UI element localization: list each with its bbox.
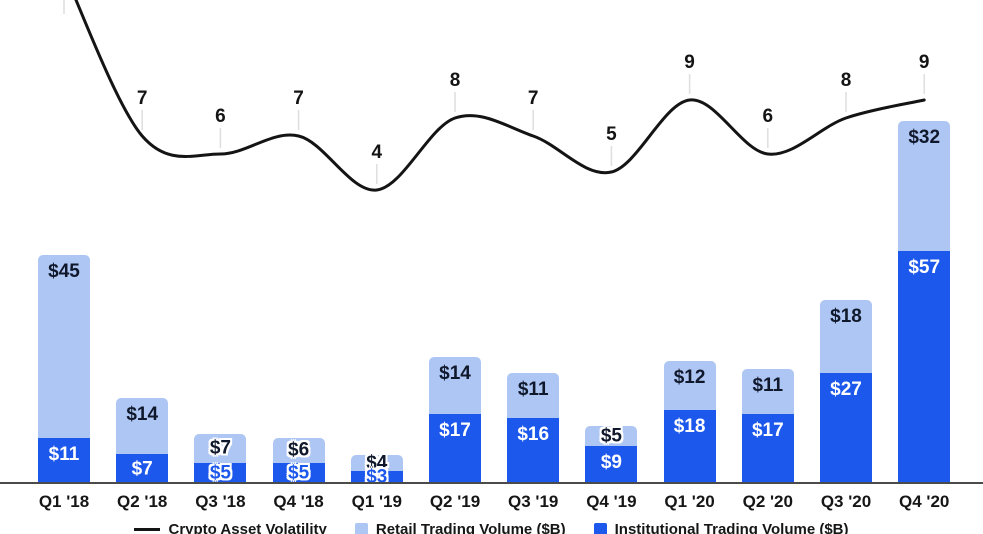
bar-value-label-institutional: $9 bbox=[600, 452, 622, 474]
bar-value-label-retail: $6 bbox=[288, 439, 310, 461]
bar-segment-institutional: $27 bbox=[820, 373, 872, 483]
bar-segment-retail: $14 bbox=[116, 397, 169, 455]
legend-item: Institutional Trading Volume ($B) bbox=[593, 521, 849, 534]
bar-segment-retail: $32 bbox=[898, 120, 951, 251]
bar-value-label-retail: $14 bbox=[126, 403, 159, 425]
volatility-value-label: 8 bbox=[841, 70, 852, 91]
bar-segment-retail: $11 bbox=[507, 373, 560, 418]
bar-value-label-retail: $12 bbox=[673, 366, 706, 388]
bar-group: $14 $7 bbox=[116, 397, 169, 483]
bar-group: $6 $5 bbox=[272, 438, 325, 483]
x-tick-label: Q4 '20 bbox=[899, 492, 950, 511]
x-tick-label: Q1 '20 bbox=[664, 492, 715, 511]
bar-segment-retail: $14 bbox=[429, 356, 481, 414]
bar-value-label-institutional: $3 bbox=[366, 466, 388, 488]
bar-segment-institutional: $17 bbox=[429, 413, 481, 483]
volatility-value-label: 8 bbox=[450, 70, 461, 91]
x-tick-label: Q1 '18 bbox=[38, 492, 90, 511]
x-tick-label: Q3 '18 bbox=[195, 492, 246, 511]
bar-segment-retail: $12 bbox=[663, 360, 716, 410]
bar-value-label-retail: $45 bbox=[48, 261, 80, 283]
bar-value-label-institutional: $57 bbox=[908, 257, 941, 278]
volatility-value-label: 7 bbox=[137, 88, 148, 109]
bar-group: $11 $17 bbox=[741, 369, 794, 483]
bar-value-label-institutional: $5 bbox=[209, 462, 231, 484]
bar-segment-institutional: $5 bbox=[272, 462, 325, 483]
bar-value-label-retail: $14 bbox=[439, 362, 471, 384]
x-tick-label: Q4 '18 bbox=[273, 492, 324, 511]
volatility-value-label: 6 bbox=[763, 106, 774, 127]
bar-value-label-retail: $11 bbox=[752, 375, 784, 397]
bar-value-label-retail: $11 bbox=[517, 379, 549, 401]
x-tick-label: Q2 '20 bbox=[742, 492, 793, 511]
bar-value-label-retail: $7 bbox=[209, 437, 231, 459]
volatility-value-label: 4 bbox=[372, 142, 383, 163]
x-tick-label: Q2 '18 bbox=[117, 492, 168, 511]
bar-group: $7 $5 bbox=[194, 434, 247, 483]
legend: Crypto Asset Volatility Retail Trading Vo… bbox=[0, 521, 983, 534]
volatility-line bbox=[74, 0, 926, 192]
legend-item: Crypto Asset Volatility bbox=[134, 521, 327, 534]
bar-group: $14 $17 bbox=[429, 356, 481, 483]
volatility-value-label: 9 bbox=[684, 52, 695, 73]
bar-group: $45 $11 bbox=[38, 255, 90, 483]
legend-label: Crypto Asset Volatility bbox=[168, 521, 327, 534]
bar-group: $4 $3 bbox=[350, 453, 403, 486]
bar-segment-institutional: $17 bbox=[741, 413, 794, 483]
volatility-value-label: 9 bbox=[919, 52, 930, 73]
bar-segment-institutional: $16 bbox=[507, 417, 560, 483]
bar-segment-institutional: $18 bbox=[663, 409, 716, 483]
bar-group: $32 $57 bbox=[898, 120, 951, 483]
bar-segment-institutional: $11 bbox=[38, 438, 90, 483]
bar-group: $12 $18 bbox=[663, 360, 716, 483]
bar-value-label-institutional: $17 bbox=[751, 419, 784, 441]
bar-segment-retail: $5 bbox=[585, 426, 638, 447]
bar-segment-retail: $45 bbox=[38, 255, 90, 439]
volatility-value-label: 7 bbox=[528, 88, 539, 109]
bar-group: $18 $27 bbox=[820, 299, 872, 483]
x-tick-label: Q1 '19 bbox=[351, 492, 402, 511]
legend-label: Retail Trading Volume ($B) bbox=[375, 521, 566, 534]
bar-segment-institutional: $57 bbox=[898, 251, 951, 483]
bar-segment-retail: $7 bbox=[194, 434, 247, 463]
bar-value-label-institutional: $17 bbox=[439, 419, 471, 441]
volatility-value-label: 6 bbox=[215, 106, 226, 127]
bar-group: $5 $9 bbox=[585, 426, 638, 483]
bar-value-label-retail: $32 bbox=[908, 126, 941, 148]
bar-segment-retail: $4 bbox=[350, 453, 403, 472]
legend-line-marker-icon bbox=[134, 528, 161, 531]
bar-segment-retail: $6 bbox=[272, 438, 325, 463]
bar-group: $11 $16 bbox=[507, 373, 560, 483]
bar-segment-retail: $18 bbox=[820, 299, 872, 374]
bar-value-label-institutional: $5 bbox=[288, 462, 310, 484]
bar-value-label-institutional: $11 bbox=[48, 444, 80, 466]
bar-segment-institutional: $3 bbox=[350, 467, 403, 486]
legend-item: Retail Trading Volume ($B) bbox=[354, 521, 566, 534]
bar-segment-institutional: $7 bbox=[116, 454, 169, 483]
legend-label: Institutional Trading Volume ($B) bbox=[614, 521, 849, 534]
legend-square-marker-icon bbox=[354, 523, 368, 534]
bar-value-label-institutional: $16 bbox=[517, 423, 550, 445]
bar-value-label-retail: $5 bbox=[600, 425, 622, 447]
bar-segment-institutional: $9 bbox=[585, 446, 638, 483]
x-tick-label: Q3 '19 bbox=[508, 492, 559, 511]
bar-value-label-institutional: $27 bbox=[830, 379, 862, 401]
x-tick-label: Q2 '19 bbox=[429, 492, 481, 511]
legend-square-marker-icon bbox=[593, 523, 607, 534]
volatility-value-label: 7 bbox=[293, 88, 304, 109]
x-axis-line bbox=[0, 482, 983, 484]
bar-value-label-retail: $18 bbox=[830, 305, 862, 327]
x-tick-label: Q4 '19 bbox=[586, 492, 637, 511]
bar-value-label-institutional: $18 bbox=[673, 415, 706, 437]
bar-value-label-institutional: $7 bbox=[131, 458, 153, 480]
bar-value-label-retail: $4 bbox=[366, 452, 388, 474]
bar-segment-retail: $11 bbox=[741, 369, 794, 414]
x-tick-label: Q3 '20 bbox=[820, 492, 872, 511]
bar-segment-institutional: $5 bbox=[194, 462, 247, 483]
volatility-value-label: 5 bbox=[606, 124, 617, 145]
